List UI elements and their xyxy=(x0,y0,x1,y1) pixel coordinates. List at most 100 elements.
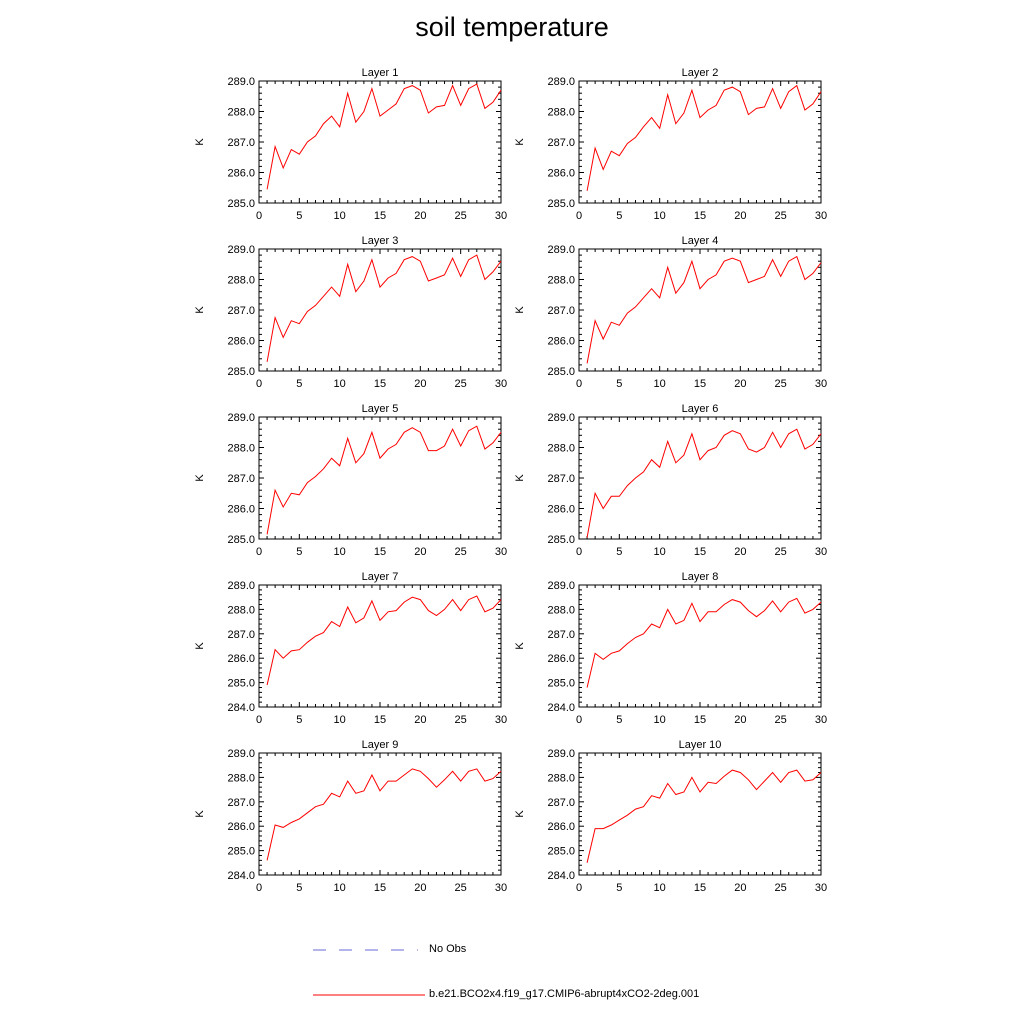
panel-title: Layer 9 xyxy=(362,739,399,751)
x-tick-label: 5 xyxy=(296,378,302,390)
y-tick-label: 285.0 xyxy=(547,366,575,378)
x-tick-label: 30 xyxy=(495,882,507,894)
x-tick-label: 30 xyxy=(815,378,827,390)
y-tick-label: 286.0 xyxy=(227,336,255,348)
y-tick-label: 284.0 xyxy=(547,702,575,714)
x-tick-label: 25 xyxy=(455,546,467,558)
y-tick-label: 285.0 xyxy=(227,366,255,378)
panel-title: Layer 7 xyxy=(362,571,399,583)
y-tick-label: 288.0 xyxy=(547,604,575,616)
x-tick-label: 25 xyxy=(455,210,467,222)
x-tick-label: 30 xyxy=(815,714,827,726)
x-tick-label: 15 xyxy=(694,210,706,222)
panel-title: Layer 1 xyxy=(362,67,399,79)
x-tick-label: 0 xyxy=(576,378,582,390)
x-tick-label: 30 xyxy=(495,378,507,390)
x-tick-label: 15 xyxy=(374,210,386,222)
y-axis-label: K xyxy=(514,474,526,482)
y-tick-label: 287.0 xyxy=(547,137,575,149)
x-tick-label: 0 xyxy=(256,882,262,894)
y-tick-label: 286.0 xyxy=(547,653,575,665)
x-tick-label: 25 xyxy=(775,378,787,390)
x-tick-label: 20 xyxy=(414,210,426,222)
y-tick-label: 287.0 xyxy=(227,473,255,485)
y-axis-label: K xyxy=(194,306,206,314)
y-tick-label: 288.0 xyxy=(227,275,255,287)
x-tick-label: 5 xyxy=(616,210,622,222)
y-tick-label: 288.0 xyxy=(227,604,255,616)
x-tick-label: 30 xyxy=(495,714,507,726)
legend-no-obs-label: No Obs xyxy=(429,943,467,955)
y-tick-label: 287.0 xyxy=(227,797,255,809)
x-tick-label: 20 xyxy=(734,714,746,726)
y-tick-label: 289.0 xyxy=(547,244,575,256)
x-tick-label: 5 xyxy=(616,882,622,894)
y-tick-label: 284.0 xyxy=(227,702,255,714)
chart-panel-layer-4: Layer 4 0 5 10 15 20 25 30 285.0 286.0 287.0 288.0 2… xyxy=(514,235,827,390)
legend-model-label: b.e21.BCO2x4.f19_g17.CMIP6-abrupt4xCO2-2… xyxy=(429,988,700,1000)
x-tick-label: 10 xyxy=(334,882,346,894)
x-tick-label: 10 xyxy=(654,714,666,726)
y-tick-label: 289.0 xyxy=(227,580,255,592)
y-tick-label: 289.0 xyxy=(547,748,575,760)
y-tick-label: 285.0 xyxy=(547,678,575,690)
y-tick-label: 289.0 xyxy=(227,748,255,760)
x-tick-label: 10 xyxy=(654,882,666,894)
x-tick-label: 0 xyxy=(576,210,582,222)
x-tick-label: 0 xyxy=(256,546,262,558)
x-tick-label: 0 xyxy=(256,210,262,222)
x-tick-label: 15 xyxy=(694,882,706,894)
y-tick-label: 285.0 xyxy=(547,534,575,546)
chart-panel-layer-2: Layer 2 0 5 10 15 20 25 30 285.0 286.0 287.0 288.0 2… xyxy=(514,67,827,222)
y-tick-label: 285.0 xyxy=(227,846,255,858)
y-tick-label: 286.0 xyxy=(547,821,575,833)
page-title: soil temperature xyxy=(415,12,609,42)
panel-title: Layer 3 xyxy=(362,235,399,247)
x-tick-label: 15 xyxy=(694,378,706,390)
y-tick-label: 288.0 xyxy=(227,443,255,455)
y-tick-label: 289.0 xyxy=(547,412,575,424)
panel-title: Layer 6 xyxy=(682,403,719,415)
y-tick-label: 285.0 xyxy=(547,198,575,210)
series-line xyxy=(266,768,502,861)
y-axis-label: K xyxy=(514,306,526,314)
series-line xyxy=(586,597,822,688)
series-line xyxy=(266,254,502,362)
chart-panel-layer-10: Layer 10 0 5 10 15 20 25 30 284.0 285.0 286.0 287.0… xyxy=(514,739,827,894)
x-tick-label: 15 xyxy=(374,882,386,894)
x-tick-label: 5 xyxy=(296,546,302,558)
y-tick-label: 287.0 xyxy=(227,629,255,641)
y-tick-label: 286.0 xyxy=(547,504,575,516)
y-tick-label: 287.0 xyxy=(227,137,255,149)
panel-title: Layer 2 xyxy=(682,67,719,79)
x-tick-label: 30 xyxy=(815,546,827,558)
x-tick-label: 5 xyxy=(616,378,622,390)
y-tick-label: 284.0 xyxy=(547,870,575,882)
x-tick-label: 20 xyxy=(414,546,426,558)
x-tick-label: 15 xyxy=(374,378,386,390)
panel-title: Layer 4 xyxy=(682,235,719,247)
x-tick-label: 10 xyxy=(334,714,346,726)
y-tick-label: 287.0 xyxy=(547,473,575,485)
series-line xyxy=(586,255,822,364)
panel-title: Layer 10 xyxy=(679,739,722,751)
y-axis-label: K xyxy=(194,138,206,146)
x-tick-label: 15 xyxy=(694,714,706,726)
y-axis-label: K xyxy=(514,642,526,650)
y-tick-label: 287.0 xyxy=(547,797,575,809)
y-tick-label: 288.0 xyxy=(547,275,575,287)
y-axis-label: K xyxy=(194,474,206,482)
x-tick-label: 10 xyxy=(334,210,346,222)
x-tick-label: 30 xyxy=(495,546,507,558)
y-tick-label: 286.0 xyxy=(227,653,255,665)
y-tick-label: 286.0 xyxy=(227,821,255,833)
x-tick-label: 25 xyxy=(455,378,467,390)
y-tick-label: 286.0 xyxy=(227,168,255,180)
y-tick-label: 288.0 xyxy=(547,443,575,455)
x-tick-label: 10 xyxy=(654,378,666,390)
x-tick-label: 0 xyxy=(576,882,582,894)
y-tick-label: 286.0 xyxy=(227,504,255,516)
y-axis-label: K xyxy=(194,642,206,650)
x-tick-label: 10 xyxy=(654,210,666,222)
